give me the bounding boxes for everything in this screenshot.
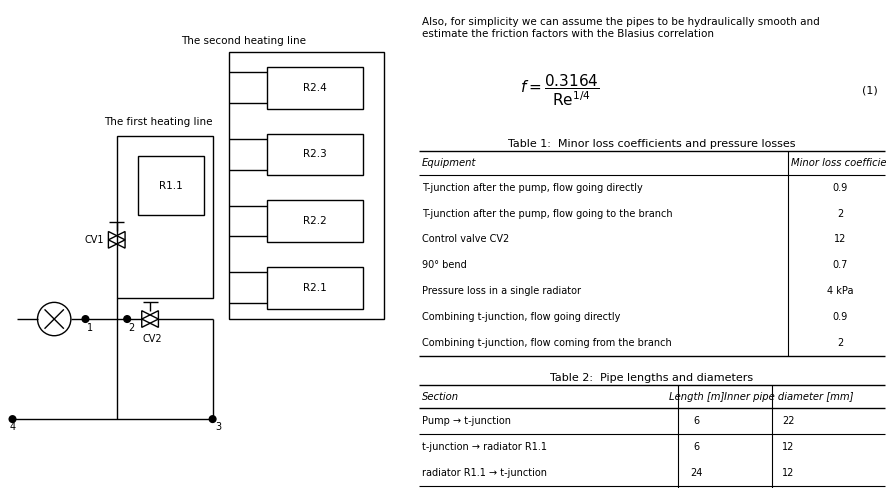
Text: 12: 12	[833, 234, 845, 244]
Text: R2.2: R2.2	[302, 216, 326, 226]
Text: (1): (1)	[861, 85, 876, 95]
Text: 12: 12	[781, 468, 794, 478]
Text: 12: 12	[781, 442, 794, 452]
Text: R2.3: R2.3	[302, 149, 326, 160]
Circle shape	[124, 316, 130, 323]
Text: R2.1: R2.1	[302, 283, 326, 293]
Circle shape	[9, 416, 16, 423]
Text: Pump → t-junction: Pump → t-junction	[421, 416, 510, 427]
Text: Inner pipe diameter [mm]: Inner pipe diameter [mm]	[723, 392, 852, 402]
Text: 2: 2	[128, 323, 135, 333]
Text: 90° bend: 90° bend	[421, 260, 466, 270]
Text: 6: 6	[693, 442, 699, 452]
Circle shape	[82, 316, 89, 323]
Text: 0.9: 0.9	[831, 312, 847, 322]
Text: 2: 2	[835, 338, 843, 348]
Text: The first heating line: The first heating line	[104, 117, 213, 127]
Text: Pressure loss in a single radiator: Pressure loss in a single radiator	[421, 286, 580, 296]
Text: T-junction after the pump, flow going to the branch: T-junction after the pump, flow going to…	[421, 208, 672, 219]
Text: 4 kPa: 4 kPa	[826, 286, 852, 296]
Text: Table 1:  Minor loss coefficients and pressure losses: Table 1: Minor loss coefficients and pre…	[508, 139, 795, 149]
Text: The second heating line: The second heating line	[181, 36, 306, 46]
Text: radiator R1.1 → t-junction: radiator R1.1 → t-junction	[421, 468, 546, 478]
Text: Section: Section	[421, 392, 458, 402]
Text: Equipment: Equipment	[421, 158, 476, 168]
Text: 3: 3	[215, 422, 222, 431]
Text: 24: 24	[689, 468, 702, 478]
Text: Combining t-junction, flow coming from the branch: Combining t-junction, flow coming from t…	[421, 338, 671, 348]
Text: R1.1: R1.1	[159, 181, 183, 191]
Text: Combining t-junction, flow going directly: Combining t-junction, flow going directl…	[421, 312, 619, 322]
Circle shape	[209, 416, 215, 423]
Text: Table 2:  Pipe lengths and diameters: Table 2: Pipe lengths and diameters	[549, 373, 753, 383]
Text: 6: 6	[693, 416, 699, 427]
Text: 4: 4	[10, 422, 16, 431]
Text: 0.7: 0.7	[831, 260, 847, 270]
Text: Length [m]: Length [m]	[668, 392, 724, 402]
Text: Control valve CV2: Control valve CV2	[421, 234, 509, 244]
Text: Minor loss coefficient, k: Minor loss coefficient, k	[789, 158, 886, 168]
Text: CV2: CV2	[142, 334, 162, 344]
Text: 1: 1	[87, 323, 93, 333]
Text: R2.4: R2.4	[302, 82, 326, 93]
Text: Also, for simplicity we can assume the pipes to be hydraulically smooth and
esti: Also, for simplicity we can assume the p…	[421, 17, 819, 39]
Text: T-junction after the pump, flow going directly: T-junction after the pump, flow going di…	[421, 183, 641, 193]
Text: 2: 2	[835, 208, 843, 219]
Text: $f = \dfrac{0.3164}{\mathrm{Re}^{1/4}}$: $f = \dfrac{0.3164}{\mathrm{Re}^{1/4}}$	[520, 73, 599, 108]
Text: 22: 22	[781, 416, 794, 427]
Text: CV1: CV1	[84, 235, 104, 245]
Text: t-junction → radiator R1.1: t-junction → radiator R1.1	[421, 442, 546, 452]
Text: 0.9: 0.9	[831, 183, 847, 193]
